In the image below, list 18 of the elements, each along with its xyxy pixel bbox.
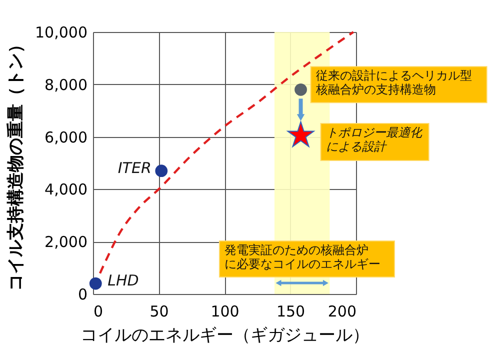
x-tick-label: 50 — [150, 302, 169, 320]
x-axis-title: コイルのエネルギー（ギガジュール） — [80, 326, 370, 346]
x-tick-label: 100 — [210, 302, 240, 320]
series-label: LHD — [108, 272, 139, 290]
x-tick-label: 0 — [94, 302, 104, 320]
y-tick-label: 2,000 — [44, 233, 88, 252]
y-tick-label: 8,000 — [44, 76, 88, 94]
annotation: 従来の設計によるヘリカル型核融合炉の支持構造物 — [314, 68, 472, 97]
y-tick-label: 6,000 — [44, 128, 88, 146]
band-label: 発電実証のための核融合炉に必要なコイルのエネルギー — [224, 243, 380, 271]
y-tick-label: 10,000 — [35, 24, 88, 42]
y-axis-title: コイル支持構造物の重量（トン） — [6, 36, 26, 291]
series-label: ITER — [118, 158, 152, 177]
annotation: トポロジー最適化による設計 — [326, 125, 423, 154]
x-tick-label: 200 — [328, 302, 356, 320]
y-tick-label: 4,000 — [44, 180, 88, 199]
y-tick-label: 0 — [78, 286, 88, 304]
x-tick-label: 150 — [276, 302, 306, 320]
